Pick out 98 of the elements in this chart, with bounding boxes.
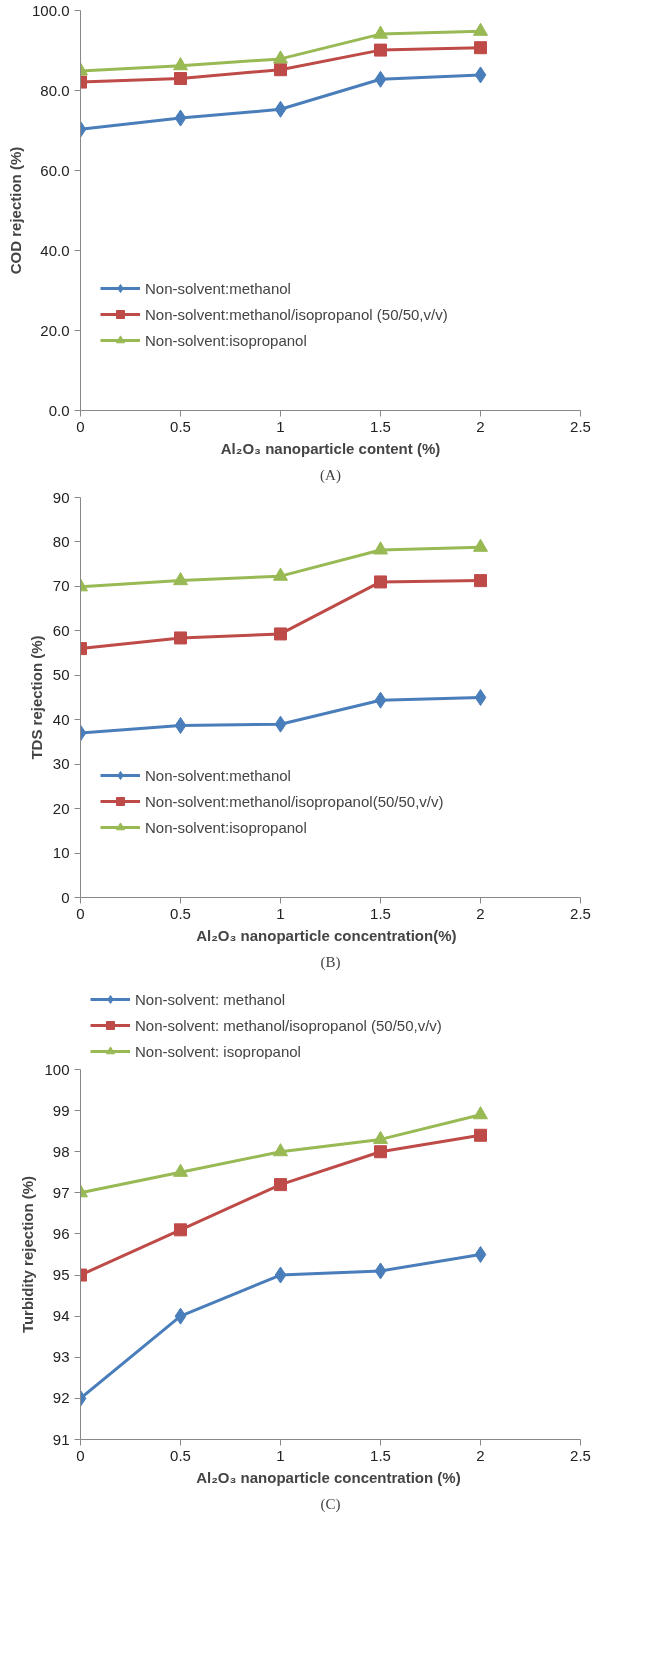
y-tick-label: 10 bbox=[52, 844, 70, 862]
point bbox=[474, 574, 487, 588]
point bbox=[374, 1145, 387, 1159]
x-axis-title: Al₂O₃ nanoparticle content (%) bbox=[220, 439, 441, 457]
y-axis-title: TDS rejection (%) bbox=[27, 635, 45, 760]
text: (A) bbox=[320, 466, 341, 484]
x-tick-label: 2.5 bbox=[570, 1446, 591, 1464]
y-tick-label: 94 bbox=[52, 1307, 70, 1325]
y-tick-label: 95 bbox=[52, 1266, 70, 1284]
x-tick-label: 0 bbox=[76, 1446, 85, 1464]
x-tick-label: 1.5 bbox=[370, 1446, 391, 1464]
x-tick-label: 1 bbox=[276, 417, 285, 435]
legend-label: Non-solvent: isopropanol bbox=[135, 1042, 301, 1060]
legend-label: Non-solvent:methanol/isopropanol (50/50,v/v) bbox=[145, 305, 448, 323]
y-tick-label: 70 bbox=[52, 577, 70, 595]
x-tick-label: 1 bbox=[276, 1446, 285, 1464]
x-tick-label: 2 bbox=[476, 1446, 485, 1464]
point bbox=[374, 43, 387, 57]
y-tick-label: 96 bbox=[52, 1224, 70, 1242]
x-tick-label: 2 bbox=[476, 904, 485, 922]
point bbox=[174, 1307, 187, 1325]
y-tick-label: 100 bbox=[44, 1060, 70, 1078]
x-tick-label: 1 bbox=[276, 904, 285, 922]
point bbox=[174, 72, 187, 85]
point bbox=[173, 1163, 188, 1177]
y-tick-label: 20.0 bbox=[40, 321, 70, 339]
point bbox=[374, 691, 387, 709]
y-tick-label: 30 bbox=[52, 755, 70, 773]
y-tick-label: 90 bbox=[52, 488, 70, 506]
legend-label: Non-solvent:methanol bbox=[145, 766, 291, 784]
y-tick-label: 50 bbox=[52, 666, 70, 684]
x-tick-label: 0 bbox=[76, 904, 85, 922]
y-tick-label: 80 bbox=[52, 532, 70, 550]
point bbox=[274, 627, 287, 641]
point bbox=[274, 100, 287, 118]
point bbox=[174, 1223, 187, 1237]
x-axis-title: Al₂O₃ nanoparticle concentration(%) bbox=[196, 926, 457, 944]
y-tick-label: 92 bbox=[52, 1389, 70, 1407]
legend-label: Non-solvent:isopropanol bbox=[145, 331, 307, 349]
y-tick-label: 100.0 bbox=[31, 1, 70, 19]
y-tick-label: 0.0 bbox=[48, 401, 70, 419]
point bbox=[273, 567, 288, 581]
x-tick-label: 2.5 bbox=[570, 904, 591, 922]
y-tick-label: 80.0 bbox=[40, 81, 70, 99]
point bbox=[374, 70, 387, 88]
legend-label: Non-solvent: methanol/isopropanol (50/50,v/v) bbox=[135, 1016, 442, 1034]
point bbox=[473, 538, 488, 552]
x-axis-title: Al₂O₃ nanoparticle concentration (%) bbox=[196, 1468, 461, 1486]
point bbox=[274, 1266, 287, 1284]
point bbox=[473, 22, 488, 36]
point bbox=[474, 1246, 487, 1263]
y-axis-title: Turbidity rejection (%) bbox=[19, 1175, 37, 1334]
y-tick-label: 98 bbox=[52, 1142, 70, 1160]
text: (C) bbox=[320, 1495, 341, 1513]
x-tick-label: 0.5 bbox=[170, 904, 191, 922]
point bbox=[473, 1106, 488, 1120]
point bbox=[174, 109, 187, 127]
point bbox=[274, 715, 287, 733]
point bbox=[373, 1130, 388, 1144]
x-tick-label: 2.5 bbox=[570, 417, 591, 435]
y-tick-label: 40.0 bbox=[40, 241, 70, 259]
point bbox=[173, 57, 188, 71]
y-axis-title: COD rejection (%) bbox=[6, 146, 24, 275]
point bbox=[273, 1143, 288, 1157]
point bbox=[273, 50, 288, 64]
point bbox=[474, 41, 487, 55]
legend-label: Non-solvent:methanol bbox=[145, 279, 291, 297]
legend-label: Non-solvent: methanol bbox=[135, 990, 286, 1008]
x-tick-label: 2 bbox=[476, 417, 485, 435]
x-tick-label: 1.5 bbox=[370, 904, 391, 922]
point bbox=[474, 689, 487, 706]
x-tick-label: 0.5 bbox=[170, 1446, 191, 1464]
point bbox=[173, 572, 188, 586]
legend-label: Non-solvent:isopropanol bbox=[145, 818, 307, 836]
point bbox=[373, 541, 388, 555]
y-tick-label: 40 bbox=[52, 710, 70, 728]
point bbox=[474, 1128, 487, 1142]
point bbox=[374, 1262, 387, 1280]
x-tick-label: 0.5 bbox=[170, 417, 191, 435]
y-tick-label: 20 bbox=[52, 799, 70, 817]
y-tick-label: 91 bbox=[52, 1430, 70, 1448]
point bbox=[274, 1178, 287, 1192]
point bbox=[374, 575, 387, 589]
y-tick-label: 97 bbox=[52, 1183, 70, 1201]
legend-label: Non-solvent:methanol/isopropanol(50/50,v/v) bbox=[145, 792, 444, 810]
point bbox=[174, 631, 187, 645]
y-tick-label: 93 bbox=[52, 1348, 70, 1366]
point bbox=[274, 63, 287, 77]
point bbox=[373, 25, 388, 39]
y-tick-label: 99 bbox=[52, 1101, 70, 1119]
point bbox=[174, 717, 187, 734]
x-tick-label: 1.5 bbox=[370, 417, 391, 435]
y-tick-label: 60.0 bbox=[40, 161, 70, 179]
text: (B) bbox=[320, 953, 341, 971]
x-tick-label: 0 bbox=[76, 417, 85, 435]
y-tick-label: 60 bbox=[52, 621, 70, 639]
point bbox=[474, 66, 487, 84]
y-tick-label: 0 bbox=[61, 888, 70, 906]
